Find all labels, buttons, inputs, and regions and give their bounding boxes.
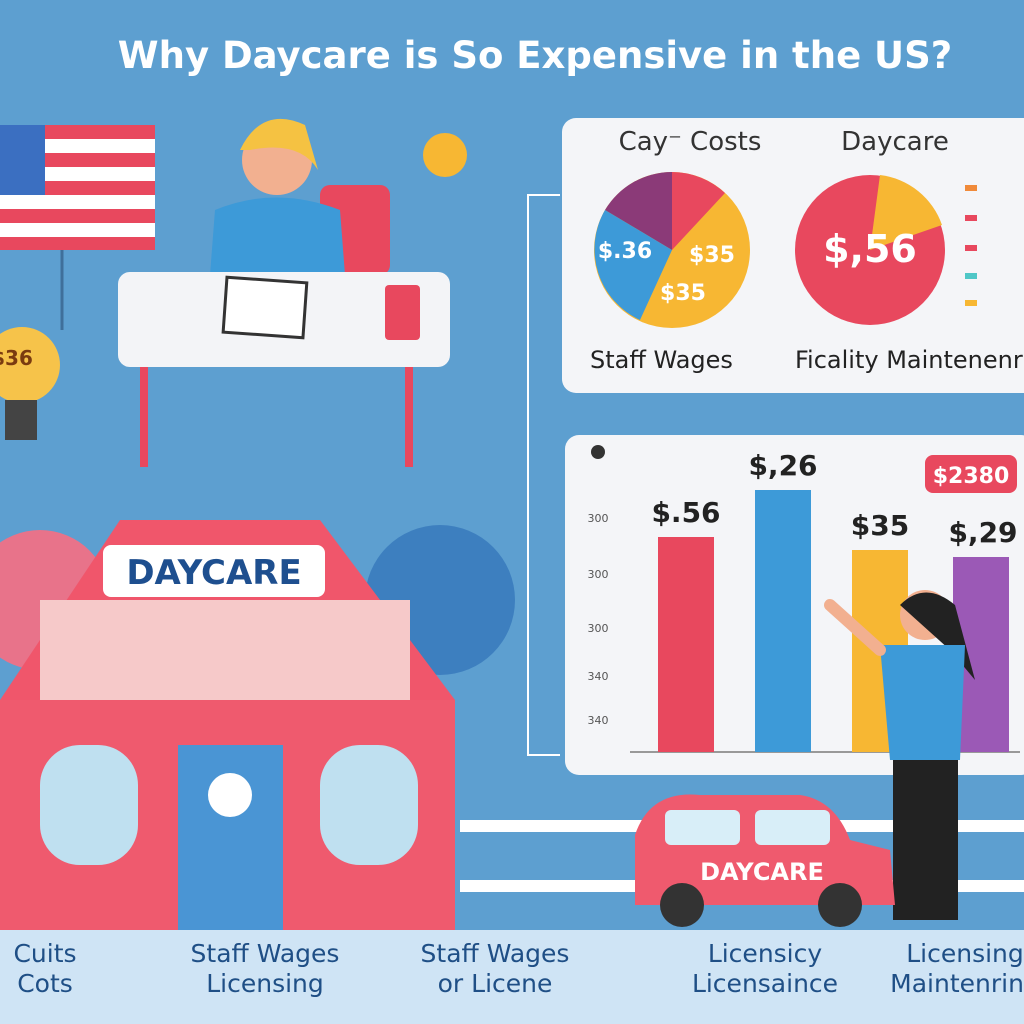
pie-panel: Cay⁻ Costs Daycare $.36 $35 $35 $,56 Sta… xyxy=(562,118,1024,393)
sun xyxy=(423,133,467,177)
axis-label: 300 xyxy=(588,512,609,525)
bar xyxy=(658,537,714,752)
callout xyxy=(925,455,1017,493)
footer-label: Licensicy xyxy=(708,939,823,968)
light-bulb: $36 xyxy=(0,327,60,440)
footer-label: Licensaince xyxy=(692,969,838,998)
pie-slice xyxy=(594,210,672,320)
bar-label: $,29 xyxy=(948,516,1017,549)
panel-heading: Cay⁻ Costs xyxy=(619,127,762,157)
window xyxy=(320,745,418,865)
worker-hair xyxy=(240,118,318,170)
callout-label: $2380 xyxy=(933,464,1010,489)
pin xyxy=(591,445,605,459)
sign-board xyxy=(103,545,325,597)
pie-slice xyxy=(870,175,942,250)
cup xyxy=(385,285,420,340)
pie-slice xyxy=(605,172,672,250)
pie-label: $35 xyxy=(689,243,735,268)
presenter-pants xyxy=(893,760,958,920)
house-sign: DAYCARE xyxy=(126,553,301,593)
car-sign: DAYCARE xyxy=(700,858,824,886)
panel-heading: Daycare xyxy=(841,127,949,157)
axis-label: 340 xyxy=(588,714,609,727)
car-window xyxy=(665,810,740,845)
door-sign xyxy=(208,773,252,817)
car-window xyxy=(755,810,830,845)
pie-label: $,56 xyxy=(823,227,917,271)
window xyxy=(40,745,138,865)
title: Why Daycare is So Expensive in the US? xyxy=(118,34,952,77)
bar-label: $,26 xyxy=(748,449,817,482)
car: DAYCARE xyxy=(635,794,895,927)
wheel xyxy=(660,883,704,927)
footer-label: Licensing xyxy=(906,939,1024,968)
connector xyxy=(527,194,560,756)
caption: Staff Wages xyxy=(590,346,733,374)
us-flag xyxy=(0,125,155,330)
presenter-hair xyxy=(900,592,975,680)
bulb-label: $36 xyxy=(0,346,33,370)
footer-label: Cuits xyxy=(13,939,76,968)
legend-swatch xyxy=(965,215,977,221)
axis-label: 300 xyxy=(588,568,609,581)
axis-label: 300 xyxy=(588,622,609,635)
legend-swatch xyxy=(965,185,977,191)
desk-leg xyxy=(405,367,413,467)
caption: Ficality Maintenenr xyxy=(795,346,1023,374)
bar-label: $35 xyxy=(851,509,909,542)
bulb-base xyxy=(5,400,37,440)
desk-leg xyxy=(140,367,148,467)
wheel xyxy=(818,883,862,927)
pie-slice xyxy=(672,172,725,250)
door xyxy=(178,745,283,930)
footer-label: Licensing xyxy=(206,969,324,998)
legend-swatch xyxy=(965,273,977,279)
presenter-shirt xyxy=(880,645,965,760)
footer-label: or Licene xyxy=(438,969,553,998)
bar xyxy=(755,490,811,752)
pie-label: $.36 xyxy=(598,239,652,264)
window-band xyxy=(40,600,410,700)
legend-swatch xyxy=(965,300,977,306)
flag-stripe xyxy=(0,237,155,250)
footer-label: Staff Wages xyxy=(191,939,340,968)
document xyxy=(221,275,309,340)
footer-label: Maintenring xyxy=(890,969,1024,998)
bar-label: $.56 xyxy=(651,496,720,529)
legend-swatch xyxy=(965,245,977,251)
presenter xyxy=(824,590,975,920)
worker-shirt xyxy=(210,197,345,275)
footer-label: Cots xyxy=(17,969,73,998)
bulb-glass xyxy=(0,327,60,403)
footer-label: Staff Wages xyxy=(421,939,570,968)
daycare-house: DAYCARE xyxy=(0,520,455,930)
footer-strip xyxy=(0,930,1024,1024)
flag-stripe xyxy=(0,209,155,223)
desk-scene xyxy=(118,118,450,467)
flag-canton xyxy=(0,125,45,195)
presenter-arm xyxy=(824,599,886,656)
pie-label: $35 xyxy=(660,281,706,306)
axis-label: 340 xyxy=(588,670,609,683)
